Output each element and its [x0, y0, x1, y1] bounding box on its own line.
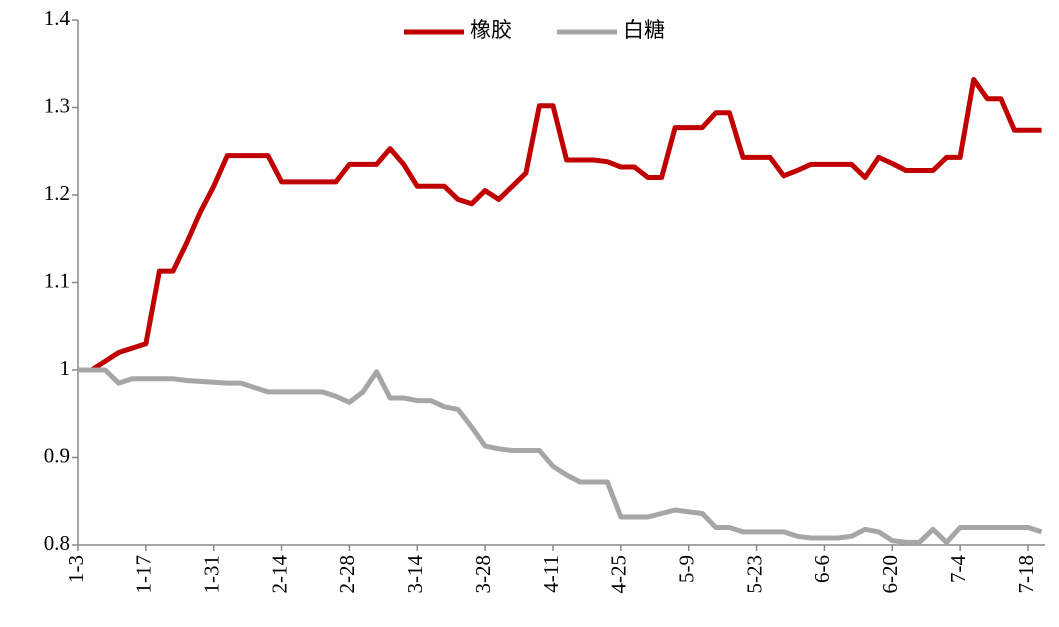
x-tick-label: 6-6 — [810, 555, 834, 583]
y-tick-label: 1.4 — [44, 6, 71, 30]
x-tick-label: 1-31 — [200, 555, 224, 594]
x-tick-label: 3-28 — [471, 555, 495, 594]
x-tick-label: 3-14 — [403, 555, 427, 594]
y-tick-label: 0.8 — [44, 531, 70, 555]
x-tick-label: 5-23 — [742, 555, 766, 594]
legend-label: 橡胶 — [470, 18, 512, 42]
x-tick-label: 2-14 — [267, 555, 291, 594]
y-tick-label: 0.9 — [44, 443, 70, 467]
y-tick-label: 1.1 — [44, 268, 70, 292]
line-series — [78, 367, 1043, 545]
x-tick-label: 6-20 — [878, 555, 902, 594]
x-tick-label: 2-28 — [335, 555, 359, 594]
x-tick-label: 4-11 — [539, 555, 563, 593]
x-tick-label: 1-3 — [64, 555, 88, 583]
y-tick-label: 1.2 — [44, 181, 70, 205]
x-tick-label: 1-17 — [132, 555, 156, 594]
x-tick-label: 7-18 — [1014, 555, 1038, 594]
x-tick-label: 5-9 — [675, 555, 699, 583]
y-tick-label: 1.3 — [44, 93, 70, 117]
x-tick-label: 4-25 — [607, 555, 631, 594]
x-tick-label: 7-4 — [946, 555, 970, 583]
line-series — [78, 77, 1042, 373]
legend-label: 白糖 — [623, 18, 665, 42]
y-tick-label: 1 — [60, 356, 71, 380]
